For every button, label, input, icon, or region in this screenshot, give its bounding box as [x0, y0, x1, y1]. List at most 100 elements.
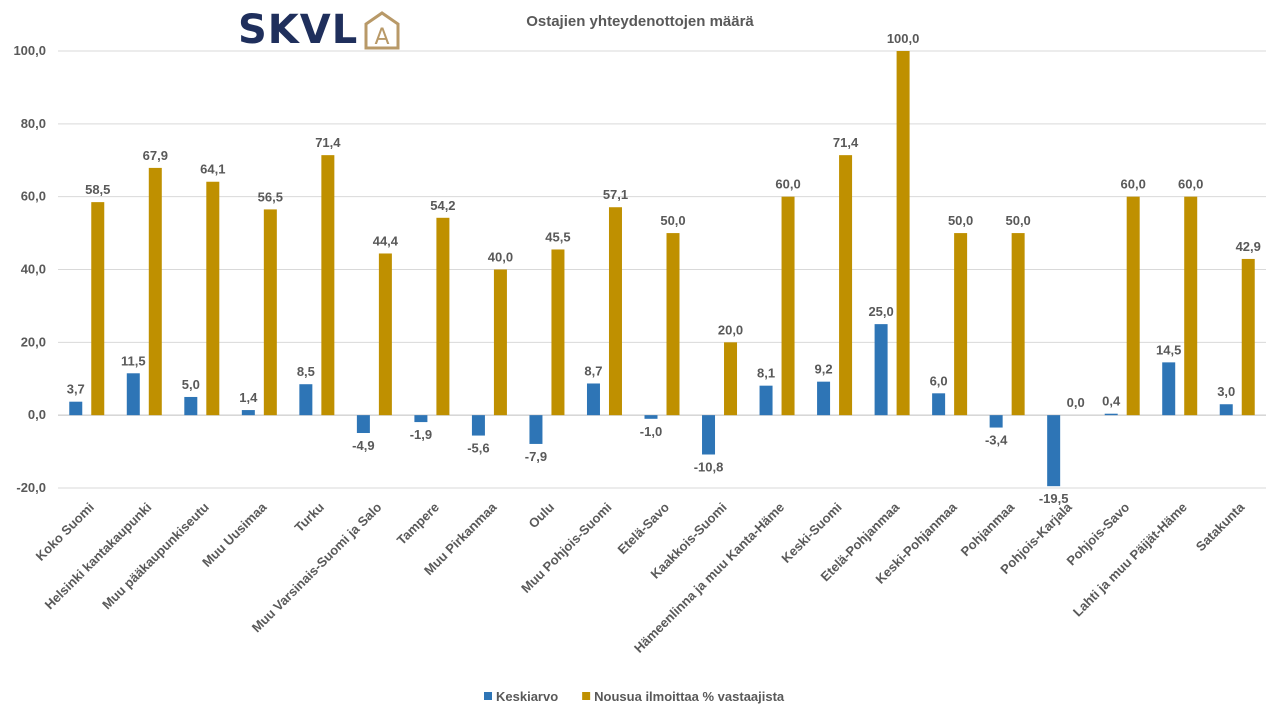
bar: [436, 217, 450, 416]
bar: [1219, 404, 1233, 416]
bar: [414, 415, 428, 423]
bar: [1104, 413, 1118, 416]
y-tick-label: 20,0: [21, 334, 46, 349]
y-tick-label: 60,0: [21, 189, 46, 204]
data-label: 60,0: [775, 177, 800, 192]
data-label: 64,1: [200, 162, 225, 177]
legend-swatch: [582, 692, 591, 700]
data-label: 60,0: [1121, 177, 1146, 192]
data-label: 57,1: [603, 187, 628, 202]
bar: [321, 155, 335, 416]
bar: [1184, 196, 1198, 416]
chart-title: Ostajien yhteydenottojen määrä: [526, 13, 754, 30]
category-label: Helsinki kantakaupunki: [42, 500, 155, 613]
data-label: 1,4: [239, 390, 258, 405]
data-label: -1,0: [640, 424, 662, 439]
category-label: Koko Suomi: [33, 500, 97, 564]
bar: [493, 269, 507, 416]
bar: [896, 51, 910, 416]
bar: [932, 393, 946, 416]
data-label: -3,4: [985, 433, 1008, 448]
data-label: 8,7: [584, 363, 602, 378]
bar: [954, 233, 968, 416]
bar: [378, 253, 392, 416]
category-label: Oulu: [526, 499, 558, 531]
data-label: 5,0: [182, 377, 200, 392]
data-label: 58,5: [85, 182, 110, 197]
data-label: -1,9: [410, 427, 432, 442]
category-label: Tampere: [394, 500, 442, 548]
data-label: 56,5: [258, 189, 283, 204]
data-label: 20,0: [718, 322, 743, 337]
bar: [817, 381, 831, 416]
data-label: 67,9: [143, 148, 168, 163]
bar: [839, 155, 853, 416]
data-labels: 3,7 11,5 5,0 1,4 8,5 -4,9 -1,9 -5,6 -7,9 8,7 -1,0 -…: [67, 31, 1261, 506]
bar: [206, 181, 220, 416]
y-tick-label: -20,0: [16, 480, 46, 495]
bar: [608, 207, 622, 416]
data-label: -10,8: [694, 459, 724, 474]
bar: [91, 202, 105, 416]
legend: Keskiarvo Nousua ilmoittaa % vastaajista: [484, 689, 785, 704]
bar: [471, 415, 485, 436]
y-axis-ticks: -20,0 0,0 20,0 40,0 60,0 80,0 100,0: [13, 43, 46, 495]
data-label: 25,0: [868, 304, 893, 319]
bar: [529, 415, 543, 444]
bar: [874, 324, 888, 416]
data-label: 42,9: [1236, 239, 1261, 254]
data-label: -5,6: [467, 441, 489, 456]
bar: [781, 196, 795, 416]
y-tick-label: 80,0: [21, 116, 46, 131]
data-label: 50,0: [1005, 213, 1030, 228]
data-label: 71,4: [833, 135, 859, 150]
data-label: 0,4: [1102, 394, 1121, 409]
bar: [1162, 362, 1176, 416]
bar: [1126, 196, 1140, 416]
data-label: -19,5: [1039, 491, 1069, 506]
logo-text: SKVL: [238, 7, 359, 53]
legend-label: Keskiarvo: [496, 689, 558, 704]
category-label: Lahti ja muu Päijät-Häme: [1070, 500, 1190, 620]
data-label: 9,2: [815, 362, 833, 377]
category-label: Turku: [292, 499, 328, 535]
data-label: 45,5: [545, 229, 570, 244]
data-label: 0,0: [1067, 395, 1085, 410]
data-label: 44,4: [373, 233, 399, 248]
bar: [1011, 233, 1025, 416]
bar: [69, 401, 83, 416]
bar: [356, 415, 370, 434]
data-label: 8,5: [297, 364, 315, 379]
category-label: Muu pääkaupunkiseutu: [99, 499, 212, 612]
bar: [989, 415, 1003, 428]
legend-swatch: [484, 692, 492, 700]
bar: [148, 167, 162, 416]
bar: [263, 209, 277, 416]
bar: [551, 249, 565, 416]
legend-label: Nousua ilmoittaa % vastaajista: [594, 689, 785, 704]
bar: [586, 383, 600, 416]
logo-house-icon: A: [364, 11, 400, 50]
y-tick-label: 0,0: [28, 407, 46, 422]
bar: [759, 385, 773, 416]
category-label: Pohjanmaa: [958, 499, 1018, 559]
bar: [241, 410, 255, 416]
bar: [724, 342, 738, 416]
logo-mark-letter: A: [375, 25, 390, 50]
data-label: 100,0: [887, 31, 920, 46]
bar: [1241, 258, 1255, 416]
gridlines: [58, 50, 1266, 489]
data-label: -4,9: [352, 438, 374, 453]
bar: [184, 396, 198, 416]
bars: [69, 51, 1255, 487]
bar: [666, 233, 680, 416]
data-label: 3,7: [67, 382, 85, 397]
data-label: -7,9: [525, 449, 547, 464]
data-label: 3,0: [1217, 384, 1235, 399]
bar: [126, 373, 140, 416]
category-label: Etelä-Savo: [615, 499, 673, 557]
data-label: 8,1: [757, 366, 775, 381]
data-label: 40,0: [488, 250, 513, 265]
